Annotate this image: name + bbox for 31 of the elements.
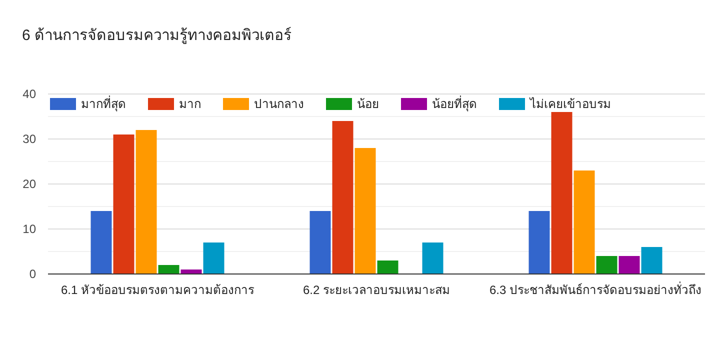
y-tick-label: 10 xyxy=(22,222,36,236)
bar xyxy=(136,130,157,274)
bar xyxy=(310,211,331,274)
bar xyxy=(377,260,398,274)
x-tick-label: 6.3 ประชาสัมพันธ์การจัดอบรมอย่างทั่วถึง xyxy=(489,281,702,297)
bar xyxy=(422,242,444,274)
bar xyxy=(551,112,572,274)
bar xyxy=(528,211,550,274)
legend-label: มาก xyxy=(179,97,201,111)
legend-label: ปานกลาง xyxy=(254,97,304,111)
legend-label: มากที่สุด xyxy=(81,95,126,112)
bar xyxy=(158,265,180,274)
bar xyxy=(113,134,134,274)
x-tick-label: 6.1 หัวข้ออบรมตรงตามความต้องการ xyxy=(60,283,256,297)
bar xyxy=(618,256,640,274)
bar xyxy=(596,256,618,274)
legend-label: น้อย xyxy=(357,97,379,111)
legend-label: น้อยที่สุด xyxy=(432,95,477,112)
x-tick-label: 6.2 ระยะเวลาอบรมเหมาะสม xyxy=(302,283,450,297)
bar xyxy=(203,242,224,274)
bar xyxy=(90,211,112,274)
y-tick-label: 30 xyxy=(22,132,36,146)
bar xyxy=(574,170,595,274)
bar xyxy=(641,247,662,274)
y-tick-label: 0 xyxy=(29,267,36,281)
bar xyxy=(354,148,376,274)
y-tick-label: 40 xyxy=(22,87,36,101)
bar xyxy=(332,121,354,274)
y-tick-label: 20 xyxy=(22,177,36,191)
legend-label: ไม่เคยเข้าอบรม xyxy=(529,97,611,111)
chart-title: 6 ด้านการจัดอบรมความรู้ทางคอมพิวเตอร์ xyxy=(22,27,292,44)
